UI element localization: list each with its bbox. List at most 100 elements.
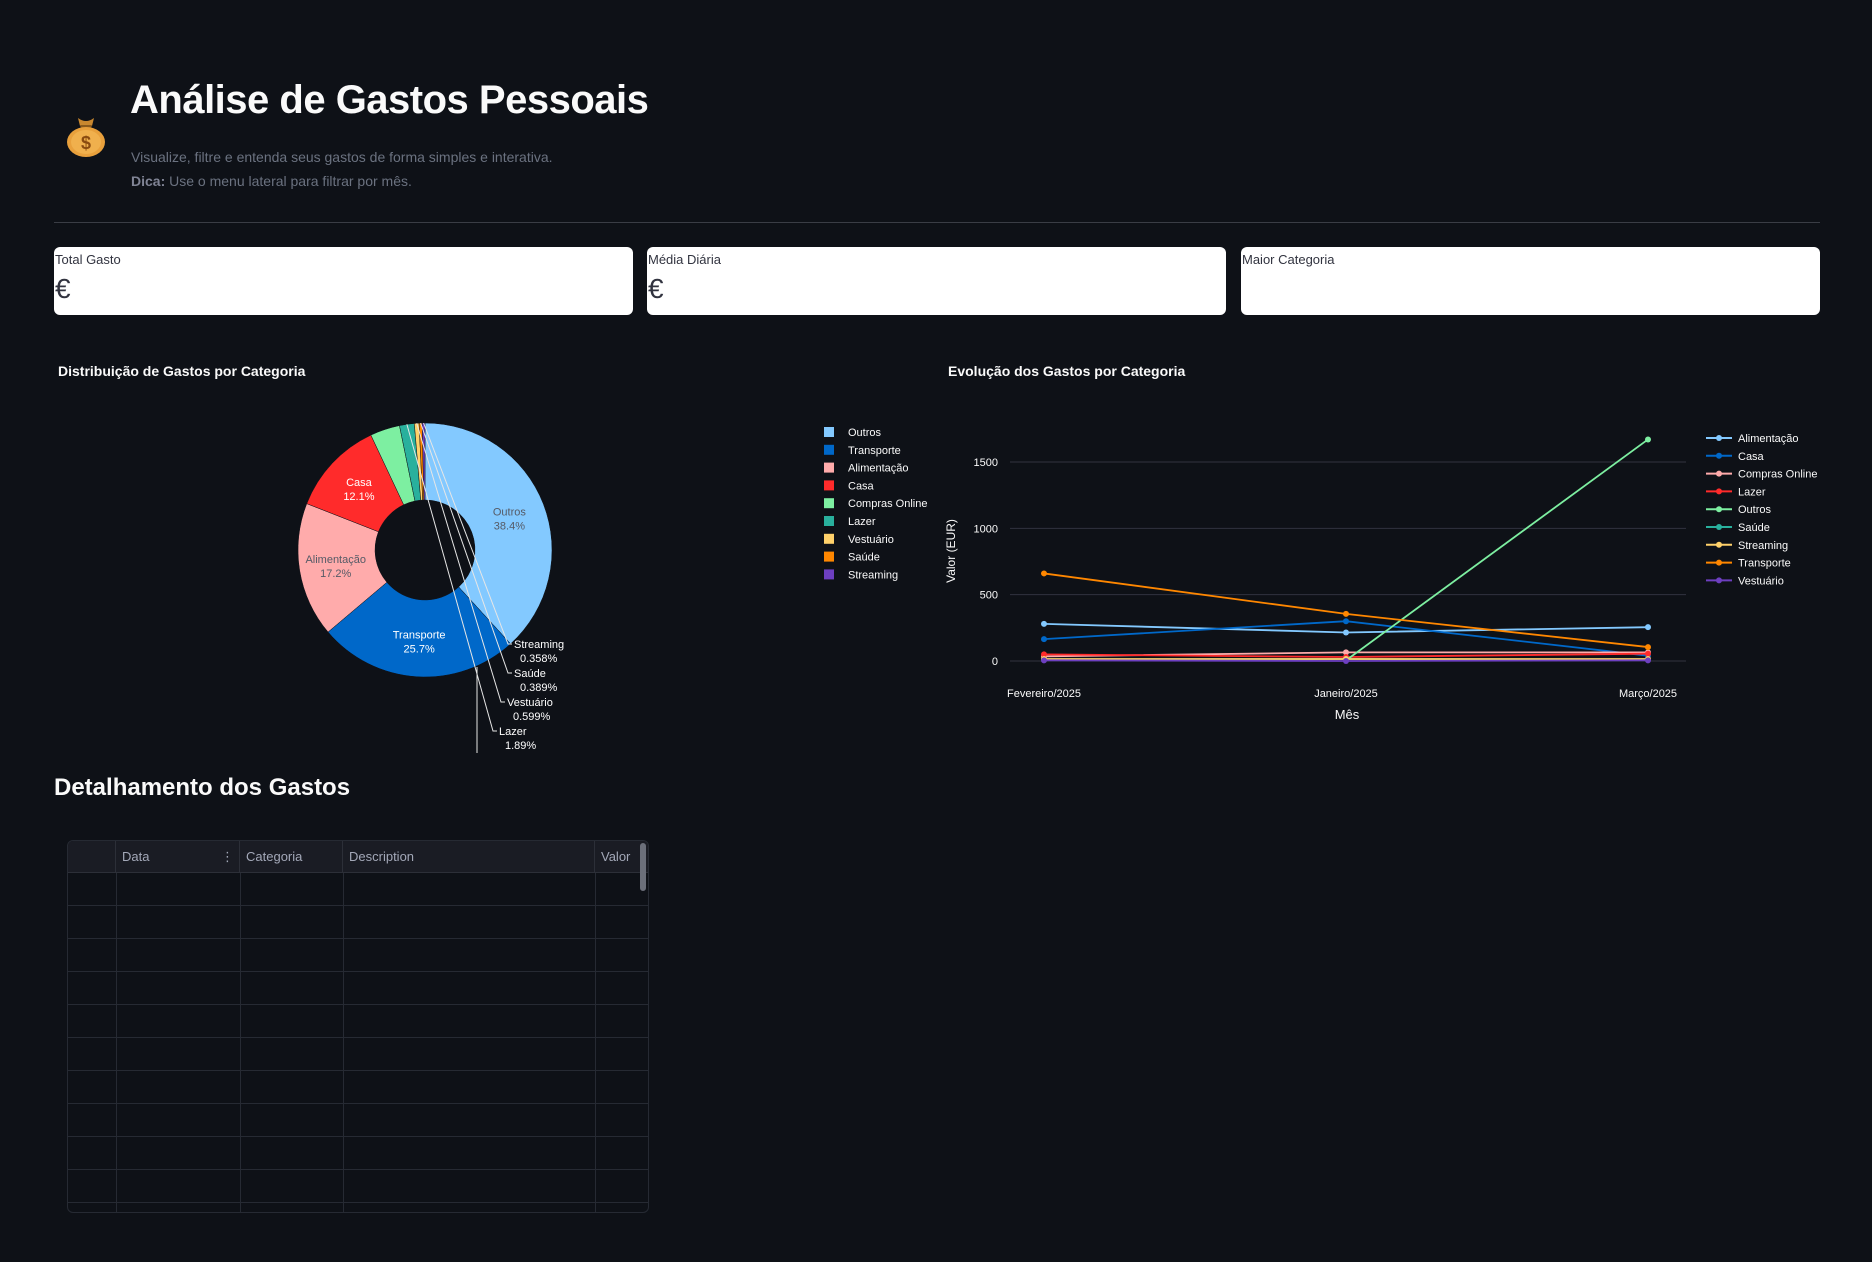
series-point[interactable] xyxy=(1343,649,1349,656)
legend-item-label[interactable]: Compras Online xyxy=(848,498,927,510)
y-tick-label: 500 xyxy=(980,590,998,602)
line-chart-title: Evolução dos Gastos por Categoria xyxy=(948,363,1186,379)
pie-percent-label: 1.89% xyxy=(505,740,536,752)
series-point[interactable] xyxy=(1041,570,1047,577)
pie-percent-label: 0.358% xyxy=(520,653,558,665)
table-row[interactable] xyxy=(68,906,648,939)
legend-item-label[interactable]: Vestuário xyxy=(1738,575,1784,587)
legend-swatch xyxy=(824,533,834,544)
series-point[interactable] xyxy=(1343,610,1349,617)
table-row[interactable] xyxy=(68,1038,648,1071)
metric-value: € xyxy=(55,273,71,304)
series-point[interactable] xyxy=(1645,644,1651,651)
page-subtitle: Visualize, filtre e entenda seus gastos … xyxy=(131,149,553,165)
metric-media-diaria: Média Diária € xyxy=(647,247,1226,315)
legend-swatch xyxy=(824,551,834,562)
svg-text:$: $ xyxy=(81,133,91,153)
series-point[interactable] xyxy=(1343,618,1349,625)
pie-percent-label: 0.389% xyxy=(520,682,558,694)
series-point[interactable] xyxy=(1645,436,1651,443)
metric-total-gasto: Total Gasto € xyxy=(54,247,633,315)
column-header-description[interactable]: Description xyxy=(343,841,595,873)
pie-slice-transporte[interactable] xyxy=(327,581,511,678)
table-row[interactable] xyxy=(68,939,648,972)
legend-swatch xyxy=(824,427,834,437)
pie-label: Casa xyxy=(346,477,373,489)
pie-chart[interactable]: Outros 38.4% Transporte 25.7% Alimentação 17.… xyxy=(54,390,944,760)
column-divider xyxy=(595,873,596,1212)
table-row[interactable] xyxy=(68,873,648,906)
table-row[interactable] xyxy=(68,972,648,1005)
series-line-outros[interactable] xyxy=(1345,438,1649,662)
column-header-data[interactable]: Data xyxy=(116,841,240,873)
x-tick-label: Março/2025 xyxy=(1619,688,1677,700)
y-tick-label: 0 xyxy=(992,656,998,668)
legend-item-label[interactable]: Outros xyxy=(848,427,882,439)
pie-label: Saúde xyxy=(514,668,546,680)
series-line-transporte[interactable] xyxy=(1043,572,1649,648)
more-vertical-icon[interactable]: ⋮ xyxy=(221,849,234,864)
pie-label-leader xyxy=(423,422,512,645)
pie-slice-outros[interactable] xyxy=(424,422,553,645)
pie-label: Streaming xyxy=(514,639,564,651)
legend-marker xyxy=(1716,452,1722,459)
legend-item-label[interactable]: Alimentação xyxy=(848,463,909,475)
pie-percent-label: 25.7% xyxy=(404,643,435,655)
table-row[interactable] xyxy=(68,1137,648,1170)
legend-item-label[interactable]: Compras Online xyxy=(1738,469,1817,481)
pie-slice-alimentação[interactable] xyxy=(297,503,388,633)
table-row[interactable] xyxy=(68,1104,648,1137)
series-point[interactable] xyxy=(1343,629,1349,636)
series-point[interactable] xyxy=(1343,658,1349,664)
table-row[interactable] xyxy=(68,1170,648,1203)
legend-swatch xyxy=(824,444,834,455)
series-point[interactable] xyxy=(1041,620,1047,627)
legend-item-label[interactable]: Transporte xyxy=(1738,558,1791,570)
x-tick-label: Fevereiro/2025 xyxy=(1007,688,1081,700)
y-tick-label: 1000 xyxy=(974,523,998,535)
legend-item-label[interactable]: Transporte xyxy=(848,445,901,457)
pie-label: Vestuário xyxy=(507,697,553,709)
column-header-categoria[interactable]: Categoria xyxy=(240,841,343,873)
column-header-valor[interactable]: Valor xyxy=(601,849,631,864)
tip-label: Dica: xyxy=(131,173,166,189)
pie-label-leader xyxy=(420,422,512,674)
line-chart[interactable]: 0 500 1000 1500 Fevereiro/2025 Janeiro/2025 Ma… xyxy=(940,390,1820,740)
legend-swatch xyxy=(824,516,834,526)
legend-marker xyxy=(1716,577,1722,584)
column-divider xyxy=(343,873,344,1212)
series-point[interactable] xyxy=(1041,636,1047,643)
legend-item-label[interactable]: Lazer xyxy=(848,516,876,528)
table-scrollbar[interactable] xyxy=(640,843,646,891)
legend-item-label[interactable]: Casa xyxy=(848,480,875,492)
column-divider xyxy=(240,873,241,1212)
legend-item-label[interactable]: Lazer xyxy=(1738,486,1766,498)
data-table[interactable]: Data Categoria Description Valor ⋮ xyxy=(67,840,649,1213)
pie-label: Transporte xyxy=(393,629,446,641)
legend-swatch xyxy=(824,498,834,509)
legend-item-label[interactable]: Alimentação xyxy=(1738,433,1799,445)
series-point[interactable] xyxy=(1645,657,1651,664)
table-row[interactable] xyxy=(68,1071,648,1104)
legend-item-label[interactable]: Casa xyxy=(1738,451,1765,463)
series-point[interactable] xyxy=(1041,657,1047,664)
series-point[interactable] xyxy=(1041,651,1047,658)
series-point[interactable] xyxy=(1645,650,1651,657)
legend-marker xyxy=(1716,470,1722,477)
pie-percent-label: 17.2% xyxy=(320,568,351,580)
legend-item-label[interactable]: Saúde xyxy=(1738,522,1770,534)
metric-label: Maior Categoria xyxy=(1242,252,1335,267)
table-header: Data Categoria Description Valor ⋮ xyxy=(68,841,648,873)
legend-item-label[interactable]: Vestuário xyxy=(848,534,894,546)
legend-item-label[interactable]: Saúde xyxy=(848,552,880,564)
legend-swatch xyxy=(824,569,834,580)
legend-item-label[interactable]: Streaming xyxy=(848,569,898,581)
series-point[interactable] xyxy=(1645,624,1651,631)
tip-text: Dica: Use o menu lateral para filtrar po… xyxy=(131,173,412,189)
column-divider xyxy=(116,873,117,1212)
table-row[interactable] xyxy=(68,1005,648,1038)
legend-swatch xyxy=(824,480,834,491)
legend-item-label[interactable]: Streaming xyxy=(1738,540,1788,552)
legend-item-label[interactable]: Outros xyxy=(1738,504,1772,516)
